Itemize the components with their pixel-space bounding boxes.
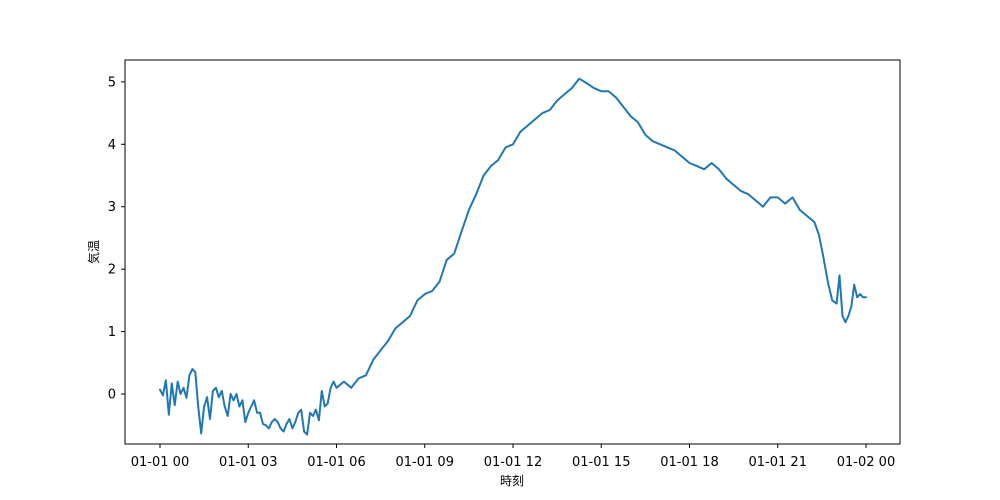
plot-area-background [125, 60, 900, 444]
x-tick-label: 01-01 09 [396, 455, 454, 470]
x-axis: 01-01 00 01-01 03 01-01 06 01-01 09 01-01 12… [131, 444, 895, 470]
y-tick-label: 2 [108, 263, 116, 278]
x-tick-label: 01-01 06 [307, 455, 365, 470]
y-tick-label: 1 [108, 325, 116, 340]
x-tick-label: 01-01 03 [219, 455, 277, 470]
x-tick-label: 01-01 21 [749, 455, 807, 470]
x-tick-label: 01-02 00 [837, 455, 895, 470]
x-tick-label: 01-01 12 [484, 455, 542, 470]
plot-frame [124, 59, 901, 445]
x-tick-label: 01-01 15 [572, 455, 630, 470]
temperature-line [159, 77, 867, 436]
y-axis-label: 気温 [86, 240, 101, 264]
x-tick-label: 01-01 00 [131, 455, 189, 470]
y-tick-label: 0 [108, 388, 116, 403]
y-tick-label: 4 [108, 138, 116, 153]
y-axis: 0 1 2 3 4 5 [108, 75, 125, 403]
y-tick-label: 5 [108, 75, 116, 90]
x-tick-label: 01-01 18 [660, 455, 718, 470]
y-tick-label: 3 [108, 200, 116, 215]
x-axis-label: 時刻 [500, 474, 524, 488]
